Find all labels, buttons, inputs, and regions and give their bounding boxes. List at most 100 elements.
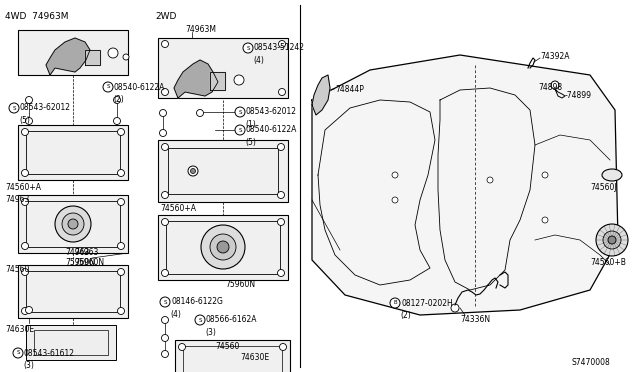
Ellipse shape <box>602 169 622 181</box>
Circle shape <box>392 172 398 178</box>
Bar <box>175 340 290 372</box>
Text: (4): (4) <box>253 56 264 65</box>
Circle shape <box>280 343 287 350</box>
Bar <box>158 215 288 280</box>
Bar <box>26 131 120 174</box>
Text: 74963: 74963 <box>74 248 99 257</box>
Circle shape <box>22 308 29 314</box>
Circle shape <box>278 269 285 276</box>
Text: 08127-0202H: 08127-0202H <box>401 298 452 308</box>
Bar <box>18 265 128 318</box>
Bar <box>34 330 108 355</box>
Bar <box>26 325 116 360</box>
Bar <box>158 140 288 202</box>
Bar <box>26 201 120 247</box>
Text: S7470008: S7470008 <box>572 358 611 367</box>
Text: (5): (5) <box>245 138 256 147</box>
Text: 74963: 74963 <box>65 248 90 257</box>
Text: S: S <box>12 106 16 110</box>
Circle shape <box>179 343 186 350</box>
Circle shape <box>160 297 170 307</box>
Text: S: S <box>246 45 250 51</box>
Text: (2): (2) <box>113 95 124 104</box>
Circle shape <box>26 118 33 125</box>
Text: 74630E: 74630E <box>5 325 34 334</box>
Circle shape <box>210 234 236 260</box>
Circle shape <box>278 41 285 48</box>
Bar <box>183 346 282 372</box>
Text: S: S <box>163 299 167 305</box>
Circle shape <box>118 170 125 176</box>
Circle shape <box>113 118 120 125</box>
Text: 74560+B: 74560+B <box>590 258 626 267</box>
Text: -74899: -74899 <box>565 91 592 100</box>
Circle shape <box>62 213 84 235</box>
Circle shape <box>235 125 245 135</box>
Text: 74392A: 74392A <box>540 52 570 61</box>
Text: (1): (1) <box>245 120 256 129</box>
Circle shape <box>392 197 398 203</box>
Circle shape <box>278 218 285 225</box>
Circle shape <box>68 219 78 229</box>
Circle shape <box>195 315 205 325</box>
Circle shape <box>201 225 245 269</box>
Text: 74844P: 74844P <box>335 85 364 94</box>
Bar <box>158 38 288 98</box>
Circle shape <box>22 128 29 135</box>
Circle shape <box>118 308 125 314</box>
Circle shape <box>161 89 168 96</box>
Text: (3): (3) <box>23 361 34 370</box>
Circle shape <box>278 144 285 151</box>
Text: (2): (2) <box>400 311 411 320</box>
Circle shape <box>188 166 198 176</box>
Bar <box>18 125 128 180</box>
Text: 74336N: 74336N <box>460 315 490 324</box>
Text: 4WD  74963M: 4WD 74963M <box>5 12 68 21</box>
Text: B: B <box>393 301 397 305</box>
Text: 74560+A: 74560+A <box>160 204 196 213</box>
Circle shape <box>9 103 19 113</box>
Text: 08540-6122A: 08540-6122A <box>114 83 165 92</box>
Text: 08543-51242: 08543-51242 <box>254 44 305 52</box>
Text: S: S <box>198 317 202 323</box>
Circle shape <box>608 236 616 244</box>
Circle shape <box>161 350 168 357</box>
Text: 08146-6122G: 08146-6122G <box>171 298 223 307</box>
Circle shape <box>161 317 168 324</box>
Circle shape <box>278 89 285 96</box>
Bar <box>18 30 128 75</box>
Circle shape <box>55 206 91 242</box>
Circle shape <box>113 96 120 103</box>
Circle shape <box>390 298 400 308</box>
Text: 74898: 74898 <box>538 83 562 92</box>
Polygon shape <box>174 60 218 98</box>
Circle shape <box>278 192 285 199</box>
Text: 74560: 74560 <box>5 265 29 274</box>
Circle shape <box>235 107 245 117</box>
Polygon shape <box>85 50 100 65</box>
Circle shape <box>118 269 125 276</box>
Circle shape <box>191 169 195 173</box>
Polygon shape <box>46 38 90 75</box>
Text: 75960N: 75960N <box>225 280 255 289</box>
Text: 74560J: 74560J <box>590 183 616 192</box>
Text: 74963M: 74963M <box>185 25 216 34</box>
Text: 75960N: 75960N <box>65 258 95 267</box>
Text: 75960N: 75960N <box>74 258 104 267</box>
Text: (3): (3) <box>205 328 216 337</box>
Text: (5): (5) <box>19 116 30 125</box>
Circle shape <box>13 348 23 358</box>
Circle shape <box>451 304 459 312</box>
Circle shape <box>161 144 168 151</box>
Text: 74963: 74963 <box>5 195 29 204</box>
Bar <box>168 148 278 194</box>
Circle shape <box>161 218 168 225</box>
Circle shape <box>159 129 166 137</box>
Text: S: S <box>106 84 109 90</box>
Circle shape <box>196 109 204 116</box>
Bar <box>18 195 128 253</box>
Polygon shape <box>210 72 225 90</box>
Circle shape <box>161 334 168 341</box>
Bar <box>166 221 280 274</box>
Circle shape <box>603 231 621 249</box>
